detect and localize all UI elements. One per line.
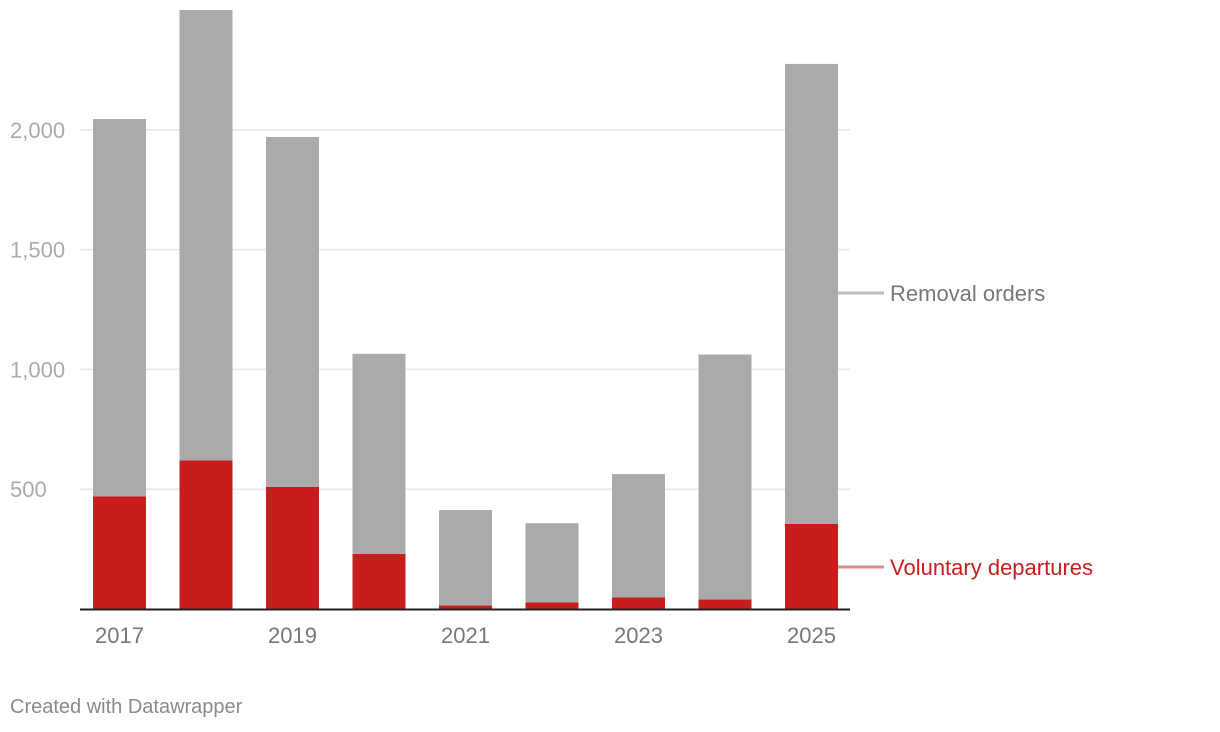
bar-voluntary-2025 — [785, 523, 838, 609]
x-tick-label: 2025 — [787, 623, 836, 648]
footer-credit: Created with Datawrapper — [10, 696, 243, 718]
bar-voluntary-2020 — [352, 553, 406, 609]
bar-removal-2025 — [785, 63, 838, 524]
bar-removal-2023 — [612, 474, 665, 598]
bar-removal-2022 — [525, 523, 579, 603]
y-tick-label: 500 — [10, 477, 47, 502]
bar-voluntary-2022 — [525, 602, 579, 609]
bar-voluntary-2024 — [698, 599, 752, 609]
bar-removal-2019 — [266, 136, 319, 487]
x-tick-label: 2019 — [268, 623, 317, 648]
x-tick-label: 2021 — [441, 623, 490, 648]
bar-voluntary-2023 — [612, 597, 665, 609]
bar-removal-2018 — [179, 10, 233, 461]
y-axis-labels: 500 1,000 1,500 2,000 — [10, 118, 65, 502]
x-tick-label: 2023 — [614, 623, 663, 648]
legend: Removal orders Voluntary departures — [838, 281, 1093, 580]
legend-voluntary-label: Voluntary departures — [890, 555, 1093, 580]
x-axis-labels: 2017 2019 2021 2023 2025 — [95, 623, 836, 648]
bar-removal-2017 — [93, 119, 146, 497]
bar-removal-2024 — [698, 354, 752, 600]
y-tick-label: 2,000 — [10, 118, 65, 143]
y-tick-label: 1,500 — [10, 238, 65, 263]
y-tick-label: 1,000 — [10, 357, 65, 382]
bar-removal-2021 — [439, 510, 492, 606]
bar-voluntary-2018 — [179, 460, 233, 609]
x-tick-label: 2017 — [95, 623, 144, 648]
bar-voluntary-2017 — [93, 496, 146, 609]
bar-voluntary-2019 — [266, 486, 319, 609]
bar-voluntary-2021 — [439, 605, 492, 609]
bar-removal-2020 — [352, 353, 406, 554]
bars — [93, 10, 838, 609]
legend-removal-label: Removal orders — [890, 281, 1045, 306]
